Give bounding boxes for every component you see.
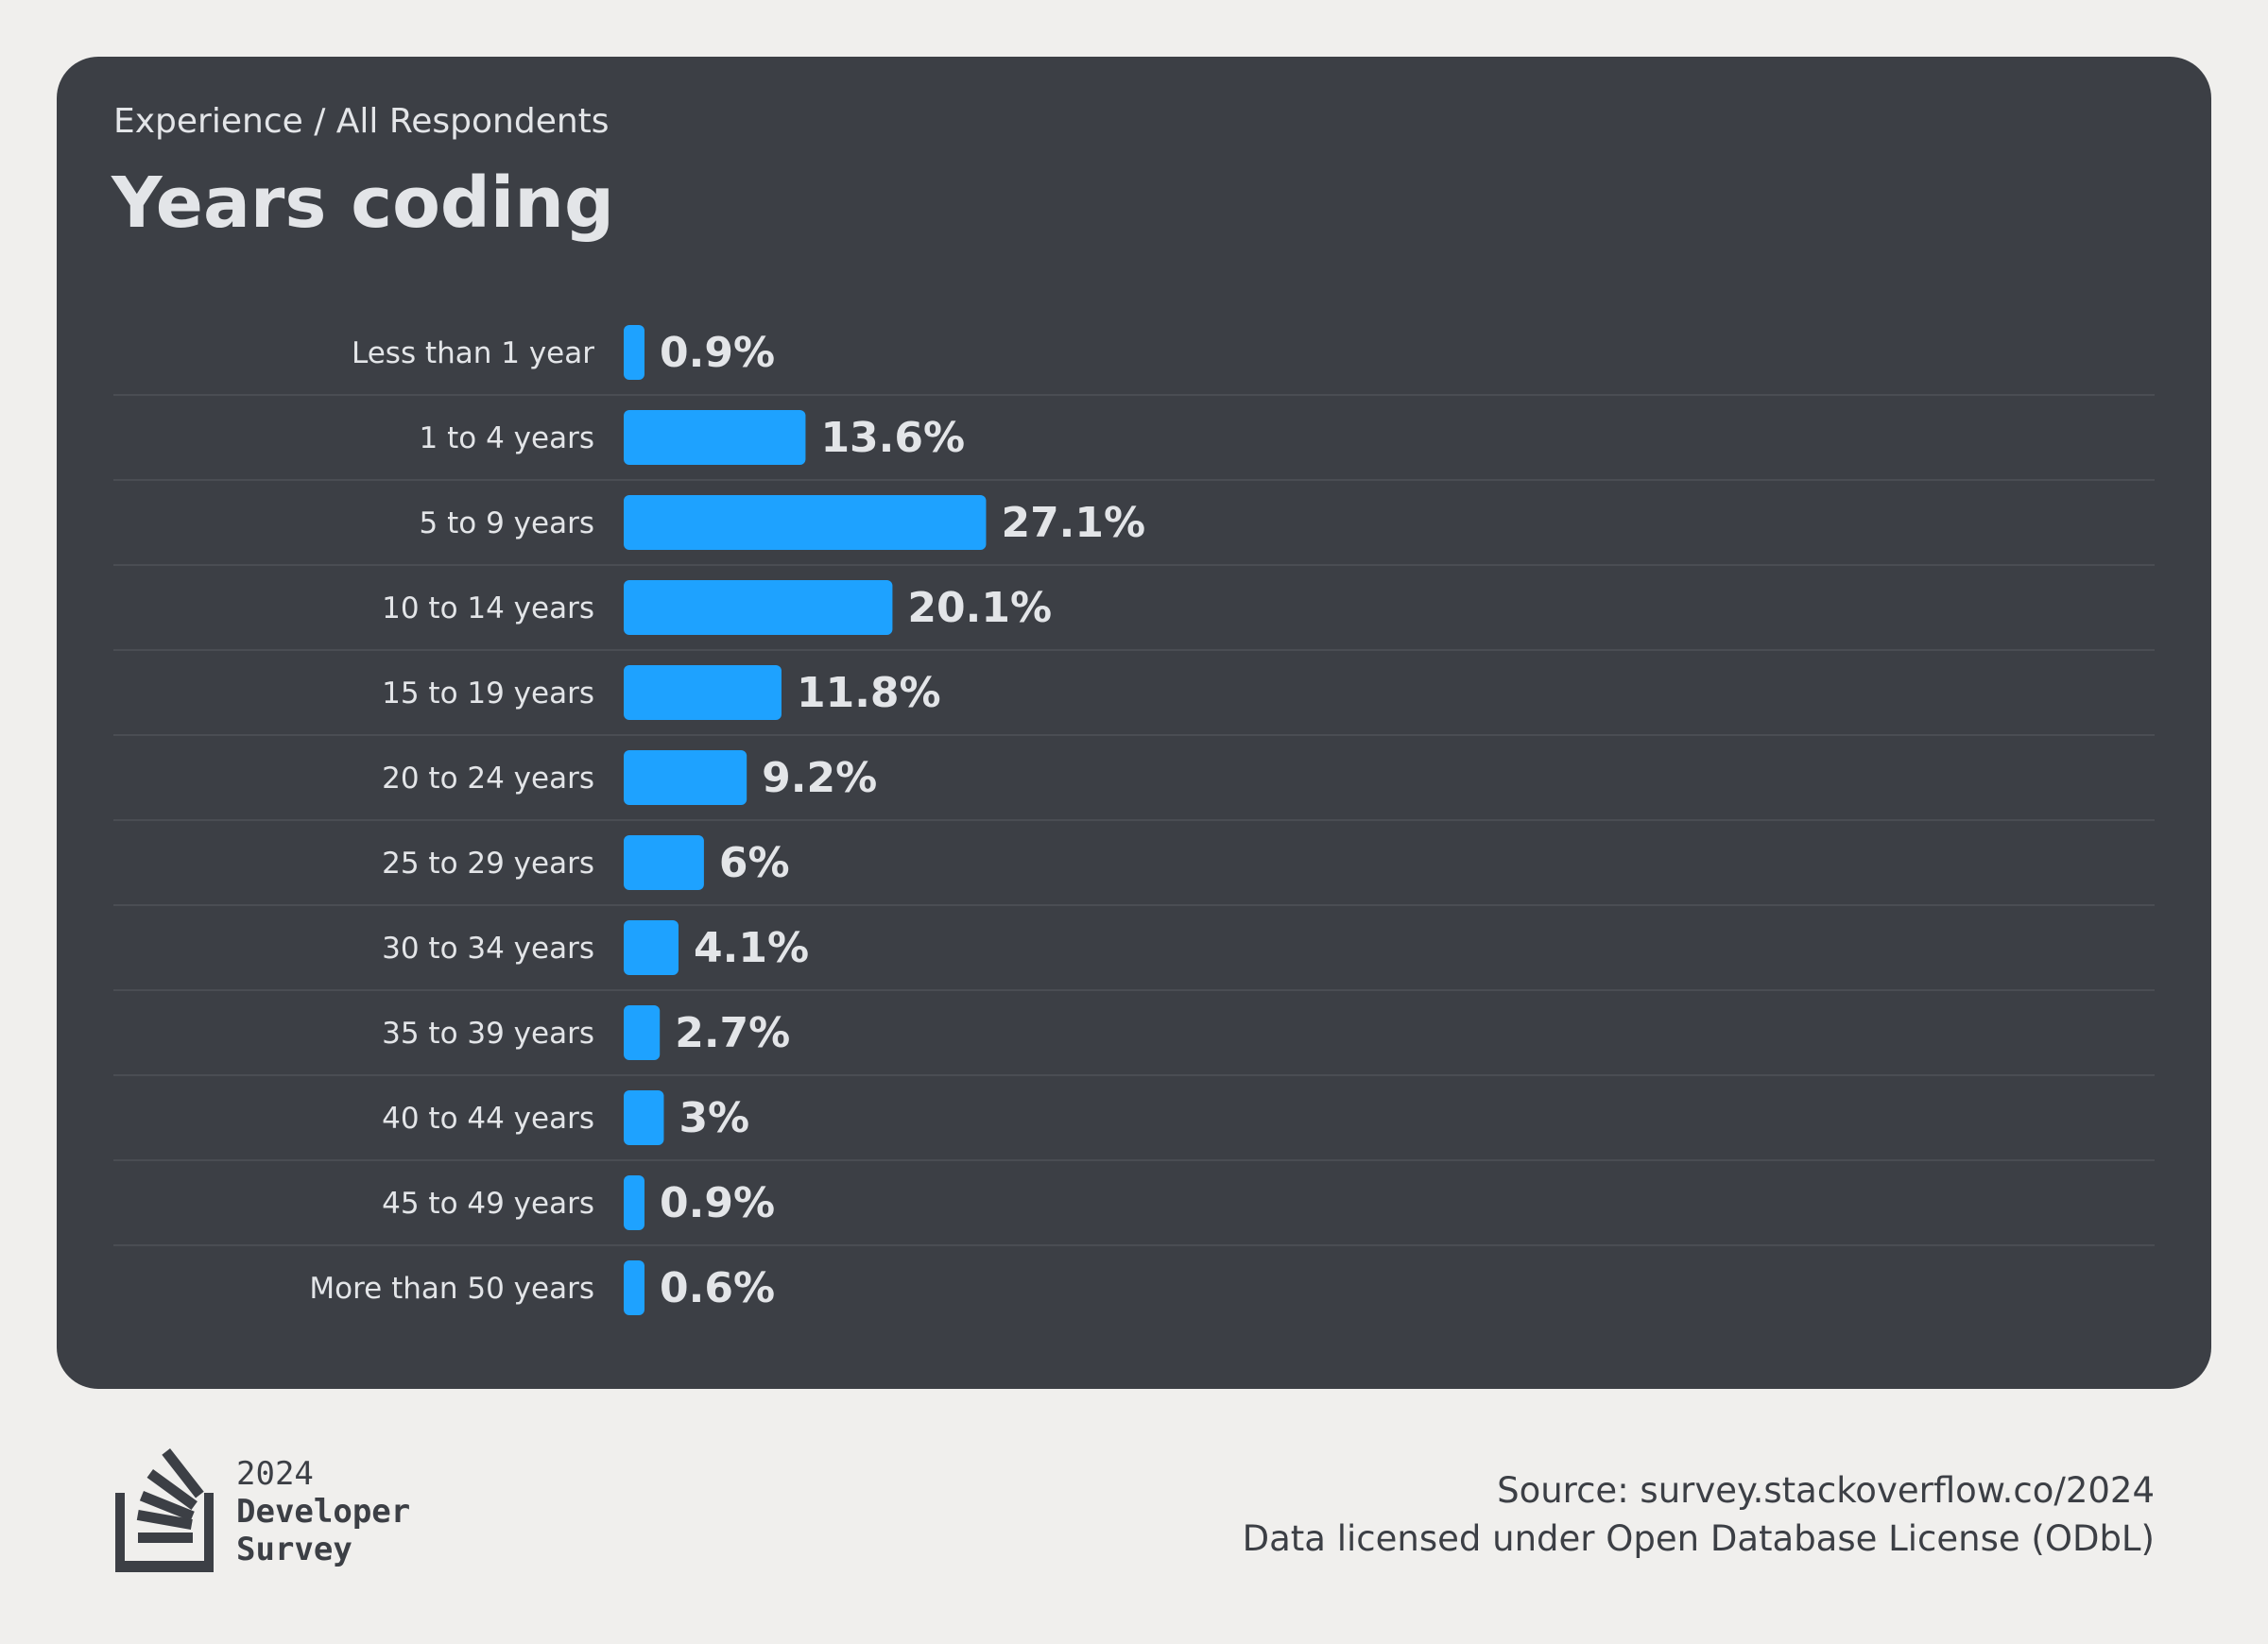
value-label: 2.7% (675, 1009, 790, 1057)
bar (624, 750, 747, 805)
value-label: 3% (679, 1094, 749, 1142)
bar (624, 665, 782, 720)
value-label: 20.1% (907, 584, 1052, 632)
category-label: Less than 1 year (352, 336, 594, 370)
value-label: 13.6% (820, 414, 965, 462)
bar (624, 1005, 661, 1060)
category-label: 1 to 4 years (420, 421, 594, 455)
bar (624, 1175, 644, 1230)
footer: Source: survey.stackoverflow.co/2024 Dat… (1243, 1466, 2155, 1563)
value-label: 6% (719, 839, 790, 887)
category-label: 35 to 39 years (382, 1017, 594, 1051)
bar (624, 325, 644, 380)
category-label: 45 to 49 years (382, 1187, 594, 1221)
license-text: Data licensed under Open Database Licens… (1242, 1518, 2155, 1559)
bar (624, 920, 679, 975)
category-label: 40 to 44 years (382, 1102, 594, 1136)
logo-line2: Survey (236, 1531, 352, 1568)
page-title: Years coding (112, 163, 614, 244)
source-text: Source: survey.stackoverflow.co/2024 (1497, 1470, 2155, 1511)
value-label: 9.2% (762, 754, 877, 802)
breadcrumb: Experience / All Respondents (113, 102, 610, 141)
bar (624, 495, 987, 550)
category-label: 20 to 24 years (382, 762, 594, 796)
category-label: 15 to 19 years (382, 676, 594, 711)
bar (624, 580, 893, 635)
bar (624, 1090, 664, 1145)
value-label: 0.9% (660, 329, 775, 377)
bar (624, 835, 704, 890)
stack-overflow-logo (115, 1446, 219, 1576)
stack-overflow-icon (115, 1448, 214, 1572)
value-label: 11.8% (797, 669, 941, 717)
logo-year: 2024 (236, 1455, 314, 1493)
bar (624, 410, 806, 465)
chart-card (57, 57, 2211, 1389)
logo-line1: Developer (236, 1493, 411, 1531)
category-label: More than 50 years (309, 1272, 594, 1306)
value-label: 0.6% (660, 1264, 775, 1312)
value-label: 27.1% (1001, 499, 1145, 547)
logo-text: 2024 Developer Survey (236, 1455, 410, 1568)
category-label: 5 to 9 years (420, 506, 594, 540)
category-label: 10 to 14 years (382, 591, 594, 625)
bar (624, 1260, 644, 1315)
category-label: 25 to 29 years (382, 847, 594, 881)
value-label: 4.1% (694, 924, 809, 972)
category-label: 30 to 34 years (382, 932, 594, 966)
value-label: 0.9% (660, 1179, 775, 1227)
